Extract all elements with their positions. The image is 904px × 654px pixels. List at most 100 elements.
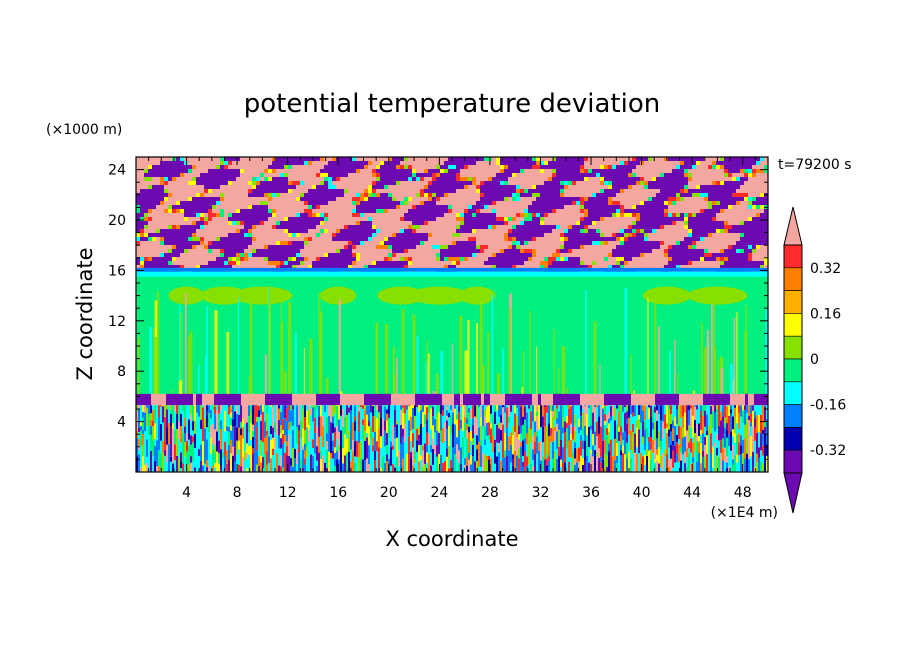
field-cell-upper: [416, 177, 420, 181]
field-cell-upper: [232, 185, 236, 189]
middle-streak: [720, 367, 724, 397]
field-cell-upper: [252, 189, 256, 193]
field-cell-upper: [316, 233, 320, 237]
field-cell-upper: [408, 265, 412, 269]
field-cell-lower: [138, 409, 140, 428]
field-cell-upper: [272, 193, 276, 197]
field-cell-upper: [752, 245, 756, 249]
field-cell-upper: [164, 265, 168, 269]
field-cell-upper: [152, 185, 156, 189]
field-cell-upper: [352, 193, 356, 197]
field-cell-upper: [524, 169, 528, 173]
field-cell-upper: [708, 189, 712, 193]
field-cell-upper: [632, 177, 636, 181]
field-cell-upper: [432, 173, 436, 177]
field-cell-upper: [708, 233, 712, 237]
contour-field: [136, 157, 768, 472]
field-cell-upper: [564, 253, 568, 257]
field-cell-upper: [212, 181, 216, 185]
field-cell-upper: [280, 241, 284, 245]
field-cell-lower: [154, 439, 156, 447]
field-cell-lower: [160, 405, 162, 407]
field-cell-upper: [160, 205, 164, 209]
field-cell-upper: [232, 229, 236, 233]
middle-streak: [476, 323, 479, 397]
field-cell-upper: [344, 221, 348, 225]
field-cell-upper: [360, 165, 364, 169]
field-cell-upper: [248, 209, 252, 213]
field-cell-upper: [556, 249, 560, 253]
field-cell-upper: [160, 173, 164, 177]
field-cell-upper: [752, 181, 756, 185]
middle-streak: [459, 315, 463, 397]
field-cell-upper: [736, 253, 740, 257]
middle-streak: [440, 351, 444, 397]
field-cell-lower: [146, 439, 148, 457]
field-cell-upper: [652, 169, 656, 173]
field-cell-upper: [508, 157, 512, 161]
field-cell-upper: [560, 197, 564, 201]
field-cell-upper: [240, 181, 244, 185]
field-cell-upper: [496, 249, 500, 253]
field-cell-upper: [396, 161, 400, 165]
field-cell-upper: [464, 241, 468, 245]
field-cell-upper: [196, 209, 200, 213]
field-cell-upper: [340, 249, 344, 253]
field-cell-upper: [200, 233, 204, 237]
field-cell-upper: [416, 257, 420, 261]
field-cell-upper: [188, 201, 192, 205]
field-cell-upper: [236, 177, 240, 181]
field-cell-upper: [552, 213, 556, 217]
field-cell-upper: [572, 185, 576, 189]
boundary-band-lower: [190, 393, 193, 406]
field-cell-upper: [340, 197, 344, 201]
field-cell-upper: [336, 193, 340, 197]
field-cell-upper: [380, 161, 384, 165]
field-cell-upper: [680, 213, 684, 217]
boundary-band-lower: [691, 393, 694, 406]
field-cell-upper: [160, 161, 164, 165]
field-cell-upper: [208, 221, 212, 225]
field-cell-upper: [740, 201, 744, 205]
boundary-band-lower: [313, 393, 316, 406]
field-cell-upper: [668, 225, 672, 229]
field-cell-upper: [316, 197, 320, 201]
field-cell-upper: [196, 249, 200, 253]
field-cell-upper: [624, 265, 628, 269]
field-cell-upper: [180, 161, 184, 165]
field-cell-upper: [380, 157, 384, 161]
field-cell-upper: [732, 209, 736, 213]
field-cell-upper: [752, 165, 756, 169]
field-cell-upper: [316, 213, 320, 217]
field-cell-upper: [148, 221, 152, 225]
field-cell-upper: [552, 201, 556, 205]
field-cell-upper: [272, 237, 276, 241]
field-cell-upper: [152, 225, 156, 229]
field-cell-upper: [388, 257, 392, 261]
field-cell-upper: [584, 257, 588, 261]
field-cell-upper: [548, 197, 552, 201]
field-cell-upper: [404, 229, 408, 233]
field-cell-upper: [192, 197, 196, 201]
field-cell-upper: [504, 217, 508, 221]
field-cell-upper: [372, 189, 376, 193]
field-cell-upper: [632, 221, 636, 225]
field-cell-upper: [344, 213, 348, 217]
field-cell-upper: [696, 177, 700, 181]
field-cell-upper: [728, 237, 732, 241]
field-cell-upper: [312, 209, 316, 213]
field-cell-upper: [588, 249, 592, 253]
field-cell-upper: [256, 229, 260, 233]
field-cell-upper: [436, 241, 440, 245]
field-cell-upper: [508, 173, 512, 177]
field-cell-upper: [528, 217, 532, 221]
boundary-band-lower: [451, 393, 454, 406]
field-cell-upper: [440, 209, 444, 213]
field-cell-upper: [248, 169, 252, 173]
field-cell-upper: [504, 197, 508, 201]
field-cell-upper: [416, 229, 420, 233]
field-cell-upper: [724, 221, 728, 225]
field-cell-upper: [292, 265, 296, 269]
field-cell-upper: [144, 165, 148, 169]
field-cell-upper: [360, 245, 364, 249]
